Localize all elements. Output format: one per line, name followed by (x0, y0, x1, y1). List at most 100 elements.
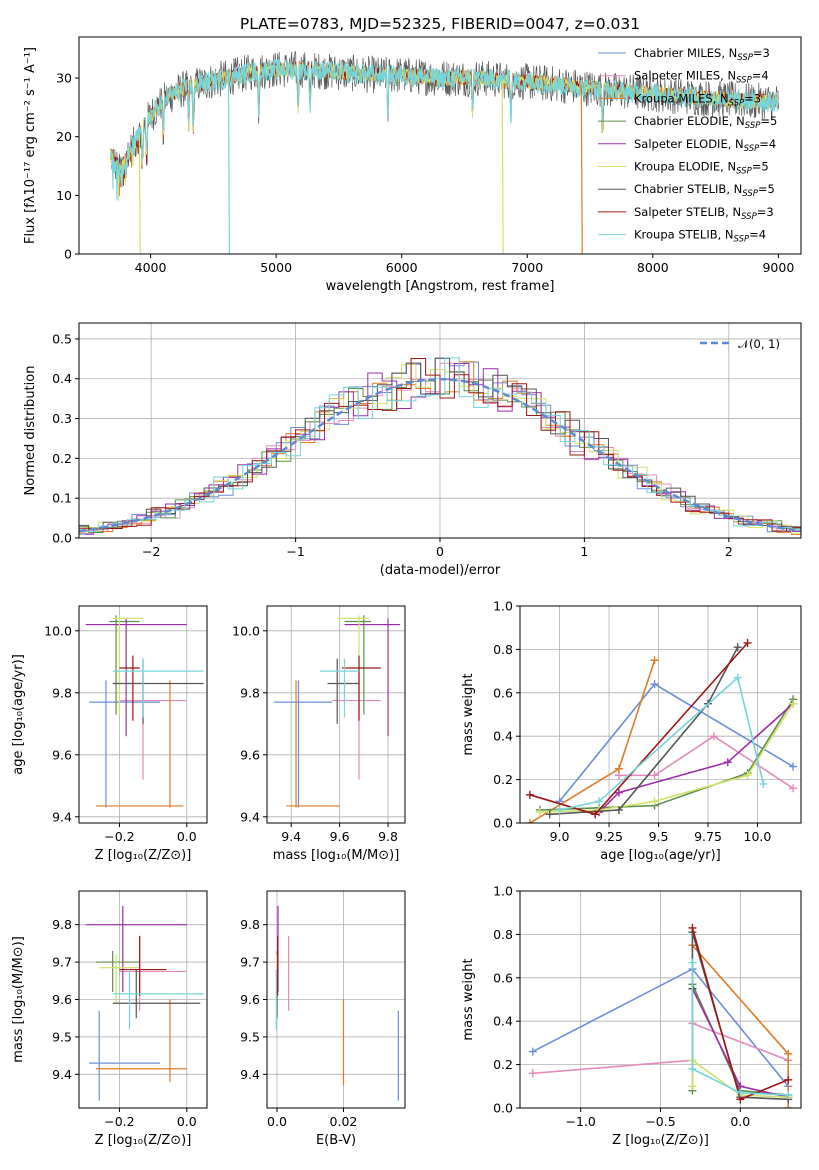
weight-marker-chabrier_miles (528, 1047, 537, 1056)
weight-marker-kroupa_stelib (736, 1088, 745, 1097)
legend-label: Chabrier MILES, NSSP=3 (634, 46, 770, 63)
x-tick-label: 0.0 (177, 1114, 197, 1129)
axes-frame (266, 605, 406, 824)
x-tick-label: 10.0 (744, 829, 772, 844)
x-tick-label: 0.0 (730, 1114, 750, 1129)
weight-marker-salpeter_miles (789, 784, 798, 793)
legend-label-tail: =4 (759, 137, 776, 151)
weight-marker-salpeter_miles (709, 732, 718, 741)
x-axis-label: Z [log₁₀(Z/Z⊙)] (612, 1133, 709, 1148)
weight-marker-kroupa_stelib (555, 805, 564, 814)
spectrum-dropout (227, 77, 231, 254)
weight-marker-chabrier_miles (789, 762, 798, 771)
y-tick-label: 0.2 (493, 772, 513, 787)
y-tick-label: 10.0 (232, 623, 260, 638)
axes-frame (78, 605, 208, 824)
mass_vs_ebv-errorbars (275, 905, 399, 1101)
x-tick-label: 9.75 (694, 829, 722, 844)
y-tick-label: 0.2 (493, 1057, 513, 1072)
weight-line-chabrier_stelib (549, 646, 739, 816)
x-tick-label: 1 (580, 544, 588, 559)
legend-label-sub: SSP (745, 121, 761, 131)
y-tick-label: 9.8 (240, 917, 260, 932)
x-tick-label: 9.4 (281, 829, 301, 844)
weight-marker-salpeter_miles (650, 771, 659, 780)
x-tick-label: 9000 (762, 260, 794, 275)
legend-label-tail: =3 (757, 205, 774, 219)
y-tick-label: 9.4 (240, 809, 260, 824)
y-tick-label: 9.4 (52, 1067, 72, 1082)
y-tick-label: 0.0 (493, 816, 513, 831)
x-tick-label: 7000 (511, 260, 543, 275)
y-tick-label: 0.0 (52, 531, 72, 546)
weight-marker-salpeter_stelib (688, 923, 697, 932)
mass_vs_Z-panel: −0.2 0.0 9.4 9.5 9.6 9.7 9.8 Z [log₁₀(Z/Z⊙)] mas… (11, 890, 208, 1148)
axes-frame (78, 36, 802, 255)
x-tick-label: 0.02 (330, 1114, 358, 1129)
age_vs_mass-errorbars (274, 615, 401, 808)
x-tick-label: −0.5 (645, 1114, 675, 1129)
axes-frame (519, 605, 802, 824)
weight-marker-kroupa_elodie (743, 771, 752, 780)
weight-marker-kroupa_stelib (688, 958, 697, 967)
y-tick-label: 9.5 (52, 1029, 72, 1044)
y-tick-label: 0.8 (493, 642, 513, 657)
weight-marker-chabrier_stelib (733, 643, 742, 652)
axes-frame (78, 322, 802, 539)
x-axis-label: Z [log₁₀(Z/Z⊙)] (95, 1133, 192, 1148)
spectrum-line-kroupa_stelib (109, 58, 779, 201)
y-tick-label: 9.7 (240, 955, 260, 970)
x-tick-label: 0 (436, 544, 444, 559)
y-tick-label: 0.4 (493, 729, 513, 744)
y-tick-label: 0.0 (493, 1101, 513, 1116)
weight-marker-kroupa_stelib (784, 1090, 793, 1099)
normal-curve (79, 377, 801, 533)
weight-line-kroupa_stelib (691, 962, 789, 1096)
legend-label: Kroupa STELIB, NSSP=4 (634, 228, 766, 245)
x-tick-label: 4000 (135, 260, 167, 275)
x-tick-label: 8000 (637, 260, 669, 275)
x-axis-label: age [log₁₀(age/yr)] (600, 848, 721, 863)
legend-label-base: Chabrier ELODIE, N (634, 114, 745, 128)
legend-label-base: Kroupa MILES, N (634, 91, 729, 105)
y-tick-label: 9.7 (52, 955, 72, 970)
x-tick-label: 0.0 (267, 1114, 287, 1129)
weight_vs_Z-panel: −1.0 −0.5 0.0 0.0 0.2 0.4 0.6 0.8 1.0 Z [log₁₀(Z/… (461, 884, 802, 1148)
legend-label-sub: SSP (744, 144, 760, 154)
x-tick-label: −0.2 (104, 1114, 134, 1129)
weight-marker-kroupa_miles (614, 764, 623, 773)
y-tick-label: 0 (64, 247, 72, 262)
y-axis-label: mass weight (461, 958, 476, 1040)
y-tick-label: 9.4 (240, 1067, 260, 1082)
y-tick-label: 10.0 (44, 623, 72, 638)
weight-marker-kroupa_miles (525, 819, 534, 823)
legend-label-base: Salpeter ELODIE, N (634, 137, 744, 151)
weight-marker-kroupa_elodie (650, 797, 659, 806)
spectrum-lines (109, 51, 779, 254)
y-axis-label: mass weight (461, 673, 476, 755)
weight-marker-chabrier_miles (650, 680, 659, 689)
weight-line-kroupa_elodie (691, 1058, 789, 1098)
legend-label-base: Chabrier MILES, N (634, 46, 737, 60)
legend-label-base: Kroupa STELIB, N (634, 228, 734, 242)
legend-label-sub: SSP (734, 235, 750, 245)
x-tick-label: 0.0 (177, 829, 197, 844)
chart-layer: 4000 5000 6000 7000 8000 90000102030wavelengt… (11, 36, 802, 1148)
legend-label: Chabrier ELODIE, NSSP=5 (634, 114, 777, 131)
y-tick-label: 20 (56, 129, 72, 144)
weight-line-kroupa_stelib (559, 676, 765, 811)
legend-label: Chabrier STELIB, NSSP=5 (634, 182, 775, 199)
x-tick-label: 6000 (386, 260, 418, 275)
legend-label-sub: SSP (736, 167, 752, 177)
y-tick-label: 0.8 (493, 927, 513, 942)
x-tick-label: 2 (725, 544, 733, 559)
legend-label-sub: SSP (741, 212, 757, 222)
age_vs_mass-panel: 9.4 9.6 9.8 9.4 9.6 9.8 10.0 mass [log₁₀(M/M⊙)] (232, 605, 406, 863)
histogram-steps (79, 357, 801, 538)
weight-marker-kroupa_stelib (759, 779, 768, 788)
x-axis-label: Z [log₁₀(Z/Z⊙)] (95, 848, 192, 863)
weight-marker-kroupa_miles (650, 656, 659, 665)
x-tick-label: 9.8 (378, 829, 398, 844)
histogram-kroupa_stelib (79, 357, 801, 535)
